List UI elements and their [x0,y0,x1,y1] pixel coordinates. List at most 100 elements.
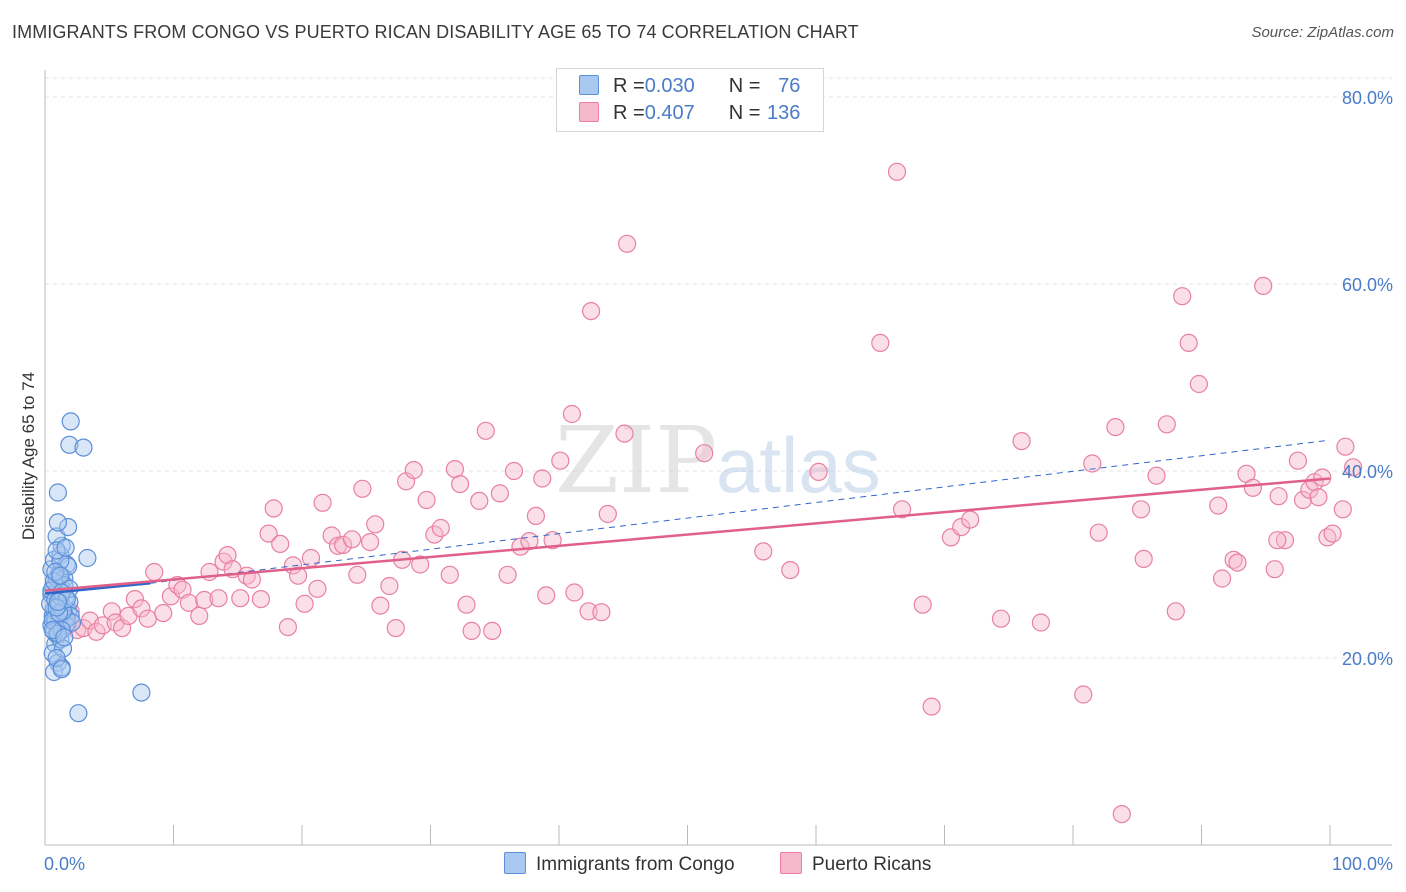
pr-point-80 [579,602,598,621]
congo-trend-extension [150,439,1331,584]
pr-point-33 [264,499,283,518]
pr-point-12 [125,589,144,609]
pr-point-48 [361,532,380,552]
y-tick-label-2: 60.0% [1342,275,1393,295]
congo-point-68 [55,628,74,647]
legend-n-label-congo: N = [728,75,761,97]
pr-point-51 [380,576,399,596]
pr-point-24 [209,589,228,608]
pr-point-105 [1131,500,1151,519]
pr-point-103 [1106,418,1125,437]
pr-point-76 [543,531,562,550]
pr-point-58 [425,525,444,544]
pr-point-26 [218,545,237,565]
pr-point-63 [457,595,476,614]
pr-point-15 [145,562,164,582]
pr-point-129 [1323,524,1342,543]
pr-point-127 [1313,468,1332,487]
pr-point-6 [87,622,106,641]
bottom-legend-swatch-congo [504,852,526,874]
chart-source: Source: ZipAtlas.com [1251,24,1394,41]
pr-point-101 [1074,685,1093,704]
pr-point-22 [195,590,214,610]
pr-point-41 [313,493,332,512]
congo-point-47 [69,704,88,723]
pr-point-70 [504,461,524,481]
pr-point-68 [490,484,509,503]
pr-point-32 [259,524,278,543]
pr-point-110 [1179,333,1198,352]
legend-n-value-pr: 136 [767,102,801,124]
pr-point-118 [1254,276,1273,295]
pr-point-132 [1343,458,1363,477]
pr-point-91 [887,162,907,181]
pr-point-126 [1309,488,1328,507]
series-congo [40,412,151,723]
pr-point-111 [1189,374,1209,394]
pr-point-97 [961,510,980,529]
pr-point-104 [1112,804,1131,824]
pr-point-100 [1031,613,1051,632]
pr-point-13 [132,599,151,618]
bottom-legend-pr: Puerto Ricans [780,852,931,876]
legend-swatch-congo [579,75,599,95]
trend-lines [44,439,1331,595]
pr-point-38 [295,594,314,613]
congo-point-30 [58,517,78,537]
pr-point-57 [417,490,436,510]
pr-point-92 [892,500,912,519]
pr-point-35 [278,617,297,637]
congo-point-41 [48,483,68,502]
watermark-zip: ZIP [555,407,717,514]
pr-point-31 [251,589,270,609]
congo-point-45 [78,548,97,568]
pr-point-130 [1333,500,1352,519]
pr-point-123 [1293,490,1313,510]
congo-trend-line [44,581,151,595]
pr-point-107 [1157,415,1176,434]
pr-point-49 [366,515,385,534]
y-tick-label-1: 40.0% [1342,462,1393,482]
x-tick-label-0: 0.0% [44,854,85,874]
pr-point-52 [386,618,405,638]
pr-point-117 [1243,478,1263,497]
pr-point-47 [353,479,372,498]
pr-point-89 [809,462,828,481]
pr-point-16 [154,603,173,623]
pr-point-65 [470,491,489,510]
legend-r-label-pr: R = [613,102,645,124]
pr-point-75 [537,586,556,605]
pr-point-108 [1166,602,1185,621]
legend-row-pr: R = 0.407 N = 136 [579,102,800,126]
congo-point-49 [52,660,71,679]
bottom-legend-swatch-pr [780,852,802,874]
congo-point-42 [60,435,79,454]
legend-n-label-pr: N = [728,102,761,124]
pr-point-62 [451,475,470,494]
pr-point-55 [404,461,423,480]
pr-point-19 [173,580,192,599]
pr-point-66 [476,421,495,440]
pr-point-40 [308,579,327,598]
congo-point-44 [74,438,93,457]
congo-point-43 [61,412,80,431]
pr-point-64 [462,621,481,641]
legend-swatch-pr [579,102,599,122]
pr-point-81 [581,302,601,321]
pr-point-60 [440,565,459,584]
pr-point-14 [138,609,157,628]
pr-point-73 [526,506,546,526]
pr-point-113 [1212,569,1232,588]
pr-point-135 [1083,454,1102,473]
pr-point-56 [411,555,430,574]
congo-point-75 [48,592,68,612]
legend-r-value-pr: 0.407 [644,102,695,124]
congo-point-31 [48,513,68,532]
pr-trend-line [44,477,1331,592]
pr-point-131 [1336,437,1355,456]
legend-r-label-congo: R = [613,75,645,97]
bottom-legend-label-congo: Immigrants from Congo [536,854,735,875]
x-tick-label-1: 100.0% [1332,854,1393,874]
pr-point-121 [1275,531,1295,550]
